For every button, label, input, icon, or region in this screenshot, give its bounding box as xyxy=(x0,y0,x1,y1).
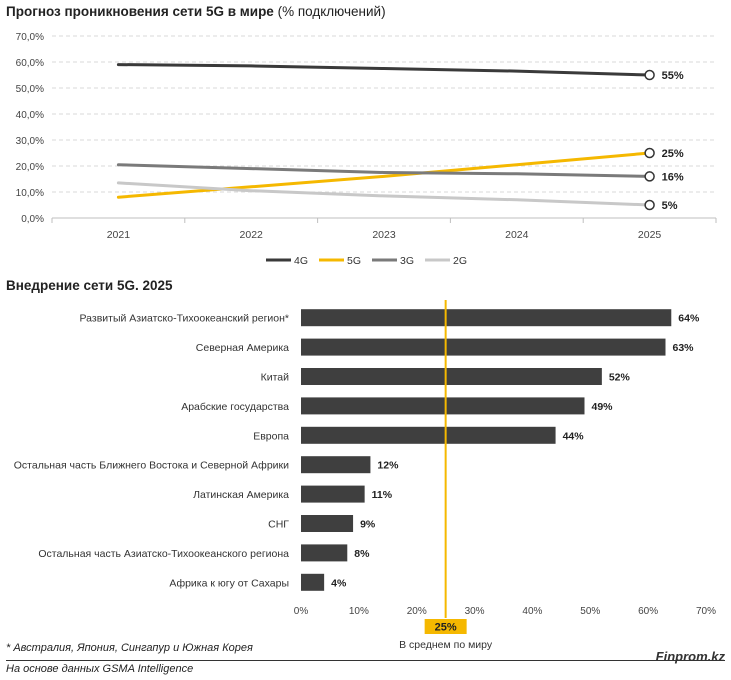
bar-chart-title: Внедрение сети 5G. 2025 xyxy=(6,278,173,293)
bar-category-label: Китай xyxy=(261,372,290,384)
legend-label-5G: 5G xyxy=(347,255,361,267)
series-end-label-2G: 5% xyxy=(662,200,678,212)
source-note: На основе данных GSMA Intelligence xyxy=(6,663,194,675)
bar xyxy=(301,485,365,503)
bar-value-label: 64% xyxy=(678,313,700,325)
legend-label-2G: 2G xyxy=(453,255,467,267)
footnote: * Австралия, Япония, Сингапур и Южная Ко… xyxy=(6,642,253,654)
bar-category-label: Остальная часть Ближнего Востока и Север… xyxy=(14,460,289,472)
bar-category-label: Европа xyxy=(253,430,289,442)
brand-logo-text: Finprom.kz xyxy=(655,649,725,664)
series-end-label-3G: 16% xyxy=(662,171,684,183)
series-line-3G xyxy=(116,163,652,178)
series-end-marker-2G xyxy=(644,199,655,211)
x-tick-label: 10% xyxy=(349,606,369,617)
bar xyxy=(301,426,556,444)
x-tick-label: 2024 xyxy=(505,229,529,241)
x-tick-label: 70% xyxy=(696,606,716,617)
series-line-2G xyxy=(116,181,652,207)
bar-category-label: Остальная часть Азиатско-Тихоокеанского … xyxy=(38,548,289,560)
bar-value-label: 8% xyxy=(354,548,370,560)
bar-category-label: Северная Америка xyxy=(196,342,289,354)
series-end-marker-5G xyxy=(644,147,655,159)
bar xyxy=(301,397,585,415)
bar xyxy=(301,456,371,474)
series-end-label-4G: 55% xyxy=(662,70,684,82)
x-tick-label: 0% xyxy=(294,606,309,617)
y-tick-label: 50,0% xyxy=(16,84,44,95)
bar-category-label: Латинская Америка xyxy=(193,489,289,501)
bar xyxy=(301,309,672,327)
y-tick-label: 30,0% xyxy=(16,136,44,147)
x-tick-label: 50% xyxy=(580,606,600,617)
bar-value-label: 63% xyxy=(673,342,695,354)
x-tick-label: 30% xyxy=(465,606,485,617)
series-end-marker-3G xyxy=(644,171,655,182)
average-value-badge xyxy=(424,619,467,634)
bar xyxy=(301,515,354,532)
line-chart-title-main: Прогноз проникновения сети 5G в мире xyxy=(6,4,274,19)
bar-value-label: 12% xyxy=(377,460,399,472)
legend-label-3G: 3G xyxy=(400,255,414,267)
x-tick-label: 2021 xyxy=(107,229,131,241)
bar-value-label: 11% xyxy=(372,489,393,501)
legend-label-4G: 4G xyxy=(294,255,308,267)
y-tick-label: 20,0% xyxy=(16,162,44,173)
line-chart-title-unit: (% подключений) xyxy=(273,4,386,19)
y-tick-label: 0,0% xyxy=(21,214,44,225)
x-tick-label: 60% xyxy=(638,606,658,617)
y-tick-label: 10,0% xyxy=(16,188,44,199)
bar-value-label: 52% xyxy=(609,372,631,384)
x-tick-label: 2022 xyxy=(240,229,264,241)
bar-value-label: 44% xyxy=(563,430,585,442)
series-line-5G xyxy=(116,151,652,199)
bar-value-label: 4% xyxy=(331,577,347,589)
series-end-label-5G: 25% xyxy=(662,148,684,160)
bar xyxy=(301,338,666,356)
bar-category-label: Арабские государства xyxy=(181,401,289,413)
y-tick-label: 60,0% xyxy=(16,58,44,69)
bar-category-label: СНГ xyxy=(268,519,289,531)
bar xyxy=(301,368,602,385)
x-tick-label: 2023 xyxy=(372,229,396,241)
series-end-marker-4G xyxy=(644,69,655,81)
y-tick-label: 40,0% xyxy=(16,110,44,121)
x-tick-label: 40% xyxy=(522,606,542,617)
average-caption: В среднем по миру xyxy=(399,639,493,651)
x-tick-label: 2025 xyxy=(638,229,662,241)
average-value-label: 25% xyxy=(435,622,457,634)
footer-rule xyxy=(6,660,725,661)
bar-category-label: Африка к югу от Сахары xyxy=(169,577,289,589)
bar-value-label: 9% xyxy=(360,519,376,531)
series-line-4G xyxy=(116,63,652,77)
bar-value-label: 49% xyxy=(592,401,614,413)
bar xyxy=(301,544,348,562)
bar-category-label: Развитый Азиатско-Тихоокеанский регион* xyxy=(80,313,289,325)
line-chart-title: Прогноз проникновения сети 5G в мире (% … xyxy=(6,4,386,19)
y-tick-label: 70,0% xyxy=(16,32,44,43)
bar xyxy=(301,573,325,591)
x-tick-label: 20% xyxy=(407,606,427,617)
